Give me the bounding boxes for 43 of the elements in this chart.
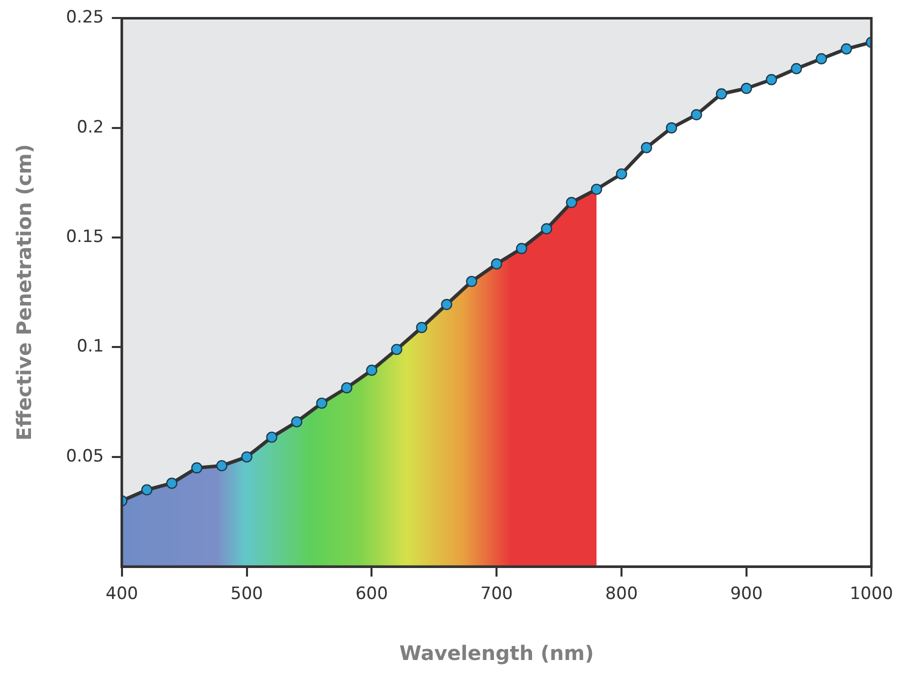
x-tick-label: 1000 — [850, 584, 893, 604]
x-tick-label: 800 — [605, 584, 638, 604]
x-tick-label: 500 — [230, 584, 263, 604]
point — [216, 460, 228, 472]
x-axis-title: Wavelength (nm) — [399, 641, 594, 666]
x-tick-label: 400 — [106, 584, 138, 604]
point — [466, 276, 478, 288]
point — [291, 416, 302, 428]
point — [341, 382, 352, 394]
point — [616, 168, 628, 180]
x-tick-label: 600 — [355, 584, 388, 604]
point — [241, 451, 252, 463]
point — [766, 74, 778, 86]
x-tick-label: 700 — [480, 584, 513, 604]
point — [416, 322, 428, 334]
y-axis-title: Effective Penetration (cm) — [12, 144, 36, 441]
point — [840, 43, 852, 55]
point — [316, 398, 328, 409]
point — [790, 63, 802, 74]
y-tick-label: 0.05 — [66, 446, 104, 466]
point — [191, 462, 202, 474]
y-tick-label: 0.25 — [66, 8, 104, 28]
y-tick-label: 0.2 — [76, 117, 104, 138]
point — [516, 242, 528, 254]
point — [141, 484, 152, 496]
point — [366, 364, 378, 376]
point — [690, 109, 702, 120]
point — [566, 196, 578, 208]
point — [590, 184, 602, 195]
point — [540, 223, 552, 234]
point — [391, 344, 402, 356]
y-tick-label: 0.15 — [66, 226, 104, 247]
point — [666, 122, 678, 134]
point — [816, 53, 827, 64]
point — [441, 298, 452, 310]
point — [740, 82, 752, 94]
point — [640, 142, 652, 154]
point — [491, 258, 502, 270]
point — [266, 432, 278, 443]
point — [716, 88, 728, 100]
point — [166, 478, 178, 489]
y-tick-label: 0.1 — [76, 336, 104, 357]
x-tick-label: 900 — [730, 584, 763, 604]
